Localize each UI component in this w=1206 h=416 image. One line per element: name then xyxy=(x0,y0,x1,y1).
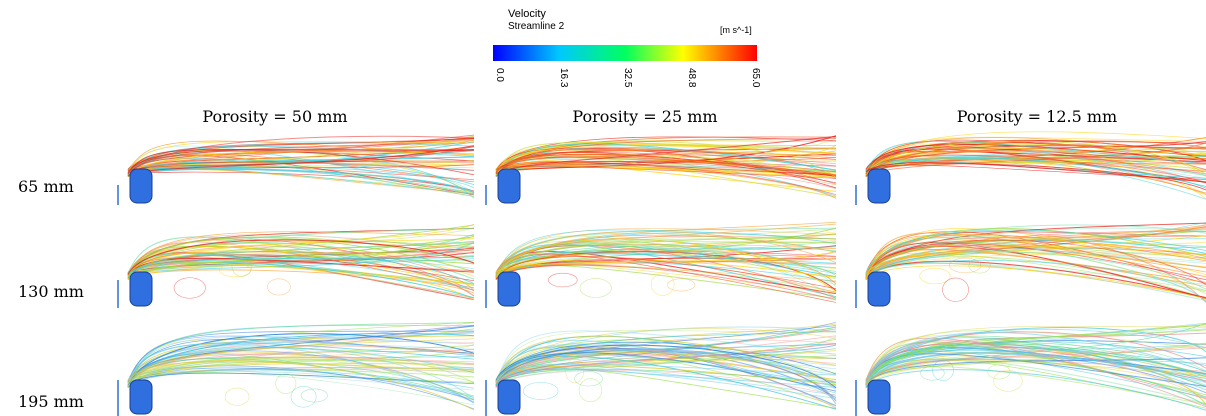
legend-title: Velocity xyxy=(508,8,546,20)
colorbar-tick-label: 32.5 xyxy=(622,68,633,88)
vortex xyxy=(994,370,1023,391)
vehicle xyxy=(130,380,152,414)
vehicle xyxy=(498,272,520,306)
colorbar-tick-label: 48.8 xyxy=(686,68,697,88)
colorbar-tick-label: 0.0 xyxy=(494,68,505,82)
vortex xyxy=(291,386,316,407)
vortex xyxy=(921,366,945,380)
vehicle xyxy=(498,380,520,414)
vehicle xyxy=(868,169,890,203)
vortex xyxy=(579,379,602,402)
streamline-panel xyxy=(856,222,1206,308)
streamline-panel xyxy=(118,135,474,205)
vehicle xyxy=(130,169,152,203)
legend-subtitle: Streamline 2 xyxy=(508,21,565,32)
vortex xyxy=(174,278,205,299)
vehicle xyxy=(868,272,890,306)
colorbar-tick-label: 16.3 xyxy=(558,68,569,88)
figure: Velocity Streamline 2 [m s^-1] 0.0 16.3 32… xyxy=(0,0,1206,416)
column-header: Porosity = 12.5 mm xyxy=(957,107,1117,126)
vortex xyxy=(920,268,951,284)
vortex xyxy=(943,278,969,302)
vortex xyxy=(548,273,577,287)
row-label: 195 mm xyxy=(18,392,84,411)
streamline-panel xyxy=(486,322,836,416)
streamline-panel xyxy=(118,224,474,308)
vortex xyxy=(651,274,674,296)
vehicle xyxy=(868,380,890,414)
streamline-panel xyxy=(486,222,836,308)
vortex xyxy=(523,382,558,399)
column-header: Porosity = 50 mm xyxy=(202,107,347,126)
vehicle xyxy=(498,169,520,203)
row-label: 65 mm xyxy=(18,177,74,196)
legend-unit: [m s^-1] xyxy=(720,25,752,35)
streamline xyxy=(128,372,474,405)
streamline-panel xyxy=(118,322,474,416)
vortex xyxy=(225,388,249,405)
streamline xyxy=(866,263,1206,285)
vortex xyxy=(580,279,612,298)
vehicle xyxy=(130,272,152,306)
row-label: 130 mm xyxy=(18,282,84,301)
colorbar xyxy=(493,45,757,61)
streamline-panel xyxy=(856,132,1206,205)
streamline-panel xyxy=(856,323,1206,416)
streamline-panel xyxy=(486,136,836,205)
vortex xyxy=(667,279,694,291)
vortex xyxy=(267,279,290,295)
column-header: Porosity = 25 mm xyxy=(572,107,717,126)
colorbar-legend: Velocity Streamline 2 [m s^-1] xyxy=(493,8,757,61)
colorbar-tick-label: 65.0 xyxy=(750,68,761,88)
